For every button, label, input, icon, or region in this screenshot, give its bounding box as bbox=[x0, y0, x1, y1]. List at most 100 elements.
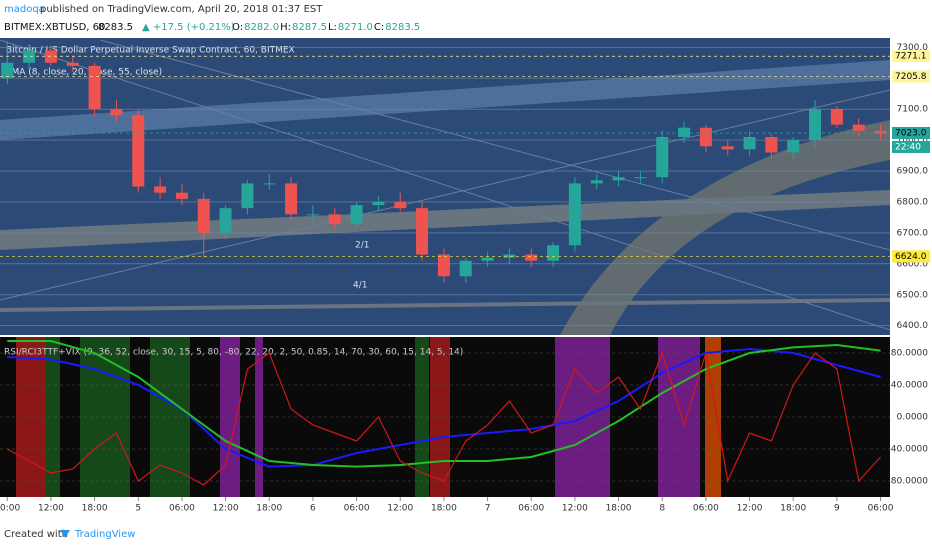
header-bg bbox=[0, 0, 932, 38]
y-tick-label: 80.0000 bbox=[891, 349, 928, 359]
x-tick-label: 12:00 bbox=[38, 504, 64, 514]
x-tick-label: 8 bbox=[659, 504, 665, 514]
candle-body bbox=[110, 109, 123, 116]
candle-body bbox=[459, 260, 472, 277]
price-tag-label: 6624.0 bbox=[895, 252, 927, 262]
osc-title: RSI/RCI3TTF+VIX (9, 36, 52, close, 30, 1… bbox=[4, 348, 463, 358]
axis-bg bbox=[890, 38, 932, 520]
x-tick-label: 18:00 bbox=[82, 504, 108, 514]
x-tick-label: 00:00 bbox=[0, 504, 21, 514]
price-tag bbox=[892, 126, 930, 139]
change: ▲ +17.5 (+0.21%) bbox=[142, 22, 235, 33]
candle-body bbox=[219, 208, 232, 233]
price-tag-label: 7205.8 bbox=[895, 72, 927, 82]
y-tick-label: 0.0000 bbox=[897, 413, 929, 423]
ohlc-part: 8287.5 bbox=[292, 22, 327, 33]
x-tick-label: 5 bbox=[135, 504, 141, 514]
x-tick-label: 12:00 bbox=[737, 504, 763, 514]
x-tick-label: 06:00 bbox=[518, 504, 544, 514]
price-tag bbox=[892, 250, 930, 263]
y-tick-label: 7300.0 bbox=[897, 43, 929, 53]
x-tick-label: 12:00 bbox=[387, 504, 413, 514]
ohlc-part: O: bbox=[232, 22, 243, 33]
symbol: BITMEX:XBTUSD, 60 bbox=[4, 22, 105, 33]
ohlc-part: L: bbox=[328, 22, 337, 33]
y-tick-label: -80.0000 bbox=[888, 477, 929, 487]
candle-body bbox=[416, 208, 429, 255]
candle-body bbox=[394, 201, 407, 209]
candle-body bbox=[88, 65, 101, 110]
author[interactable]: madoqa bbox=[4, 4, 45, 15]
price-tag-label: 7271.1 bbox=[895, 52, 927, 62]
candle-body bbox=[350, 205, 363, 224]
candle-body bbox=[656, 137, 669, 178]
ohlc-part: 8271.0 bbox=[338, 22, 373, 33]
x-tick-label: 06:00 bbox=[693, 504, 719, 514]
annotation: 4/1 bbox=[353, 281, 367, 291]
x-tick-label: 18:00 bbox=[431, 504, 457, 514]
y-tick-label: 6600.0 bbox=[897, 259, 929, 269]
candle-body bbox=[678, 127, 691, 137]
candle-body bbox=[66, 62, 79, 66]
candle-body bbox=[743, 137, 756, 150]
logo bbox=[60, 530, 70, 538]
decoration bbox=[0, 39, 891, 335]
y-tick-label: 7100.0 bbox=[897, 105, 929, 115]
candle-body bbox=[503, 254, 516, 258]
ohlc-part: 8282.0 bbox=[244, 22, 279, 33]
candle-body bbox=[852, 124, 865, 131]
ohlc-part: 8283.5 bbox=[385, 22, 420, 33]
candle-body bbox=[241, 183, 254, 209]
x-tick-label: 6 bbox=[310, 504, 316, 514]
price-subtitle: TMA (8, close, 20, close, 55, close) bbox=[5, 68, 162, 78]
candle-body bbox=[612, 177, 625, 181]
price-tag bbox=[892, 50, 930, 63]
candle-body bbox=[306, 214, 319, 216]
footer-bg bbox=[0, 520, 932, 550]
candle-body bbox=[765, 137, 778, 153]
y-tick-label: 6900.0 bbox=[897, 167, 929, 177]
candle-body bbox=[874, 130, 887, 134]
y-tick-label: 6700.0 bbox=[897, 228, 929, 238]
candle-body bbox=[328, 214, 341, 224]
candle-body bbox=[372, 201, 385, 206]
time-axis-bg bbox=[0, 497, 890, 520]
countdown-bg bbox=[892, 140, 930, 153]
series-line bbox=[7, 340, 881, 468]
x-tick-label: 06:00 bbox=[868, 504, 894, 514]
countdown: 22:40 bbox=[895, 142, 921, 152]
x-tick-label: 06:00 bbox=[344, 504, 370, 514]
x-tick-label: 06:00 bbox=[169, 504, 195, 514]
price-pane bbox=[0, 38, 890, 335]
candle-body bbox=[830, 109, 843, 125]
x-tick-label: 12:00 bbox=[213, 504, 239, 514]
candle-body bbox=[547, 245, 560, 261]
published: published on TradingView.com, April 20, … bbox=[40, 4, 323, 15]
candle-body bbox=[437, 254, 450, 277]
ohlc-part: H: bbox=[280, 22, 291, 33]
candle-body bbox=[154, 186, 167, 193]
candle-body bbox=[634, 177, 647, 179]
x-tick-label: 7 bbox=[485, 504, 491, 514]
ohlc-part: C: bbox=[374, 22, 384, 33]
candle-body bbox=[721, 146, 734, 150]
candle-body bbox=[590, 180, 603, 184]
y-tick-label: 40.0000 bbox=[891, 381, 928, 391]
y-tick-label: 6800.0 bbox=[897, 197, 929, 207]
candle-body bbox=[525, 254, 538, 261]
price-tag bbox=[892, 70, 930, 83]
price-title: Bitcoin / US Dollar Perpetual Inverse Sw… bbox=[6, 46, 295, 56]
candle-body bbox=[787, 140, 800, 153]
y-tick-label: -40.0000 bbox=[888, 445, 929, 455]
series-line bbox=[7, 347, 881, 468]
brand[interactable]: TradingView bbox=[74, 529, 135, 540]
candle-body bbox=[568, 183, 581, 246]
candle-body bbox=[481, 257, 494, 261]
x-tick-label: 18:00 bbox=[256, 504, 282, 514]
candle-body bbox=[285, 183, 298, 215]
y-tick-label: 7000.0 bbox=[897, 136, 929, 146]
footer-text: Created with bbox=[4, 529, 68, 540]
candle-body bbox=[699, 127, 712, 147]
